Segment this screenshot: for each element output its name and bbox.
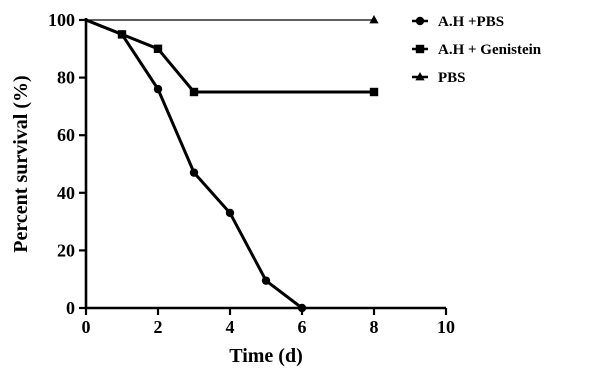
data-point-circle: [153, 84, 163, 94]
legend-marker-square: [415, 44, 425, 54]
data-point-square: [189, 87, 199, 97]
data-point-triangle: [369, 14, 379, 24]
legend-item-square: A.H + Genistein: [412, 42, 542, 58]
data-point-circle: [261, 276, 271, 285]
data-point-square: [117, 30, 127, 39]
x-tick-label: 8: [370, 317, 379, 337]
x-tick-label: 0: [82, 317, 91, 337]
y-tick-label: 20: [57, 240, 75, 260]
y-tick-label: 40: [57, 183, 75, 203]
x-tick-label: 10: [437, 317, 455, 337]
legend-item-circle: A.H +PBS: [412, 14, 504, 30]
x-tick-label: 4: [226, 317, 235, 337]
legend: A.H +PBS A.H + Genistein PBS: [412, 14, 542, 86]
legend-label: A.H +PBS: [438, 14, 504, 30]
x-tick-label: 6: [298, 317, 307, 337]
series-line-circle: [85, 18, 303, 310]
y-tick-label: 60: [57, 125, 75, 145]
legend-label: PBS: [438, 70, 466, 86]
series-line-square: [85, 18, 374, 94]
y-axis-title: Percent survival (%): [10, 75, 32, 252]
legend-item-triangle: PBS: [412, 70, 466, 86]
legend-marker-triangle: [415, 71, 425, 81]
data-point-square: [369, 87, 379, 97]
x-tick-label: 2: [154, 317, 163, 337]
data-point-circle: [225, 208, 235, 218]
legend-marker-circle: [415, 16, 425, 26]
x-axis-title: Time (d): [229, 345, 303, 367]
y-tick-label: 80: [57, 68, 75, 88]
plot-area: [85, 14, 379, 313]
series-square: [85, 18, 379, 97]
legend-label: A.H + Genistein: [438, 42, 542, 58]
y-tick-label: 0: [66, 298, 75, 318]
y-tick-label: 100: [48, 10, 75, 30]
data-point-circle: [189, 168, 199, 177]
series-triangle: [86, 14, 379, 24]
series-circle: [85, 18, 307, 313]
data-point-square: [153, 44, 163, 53]
